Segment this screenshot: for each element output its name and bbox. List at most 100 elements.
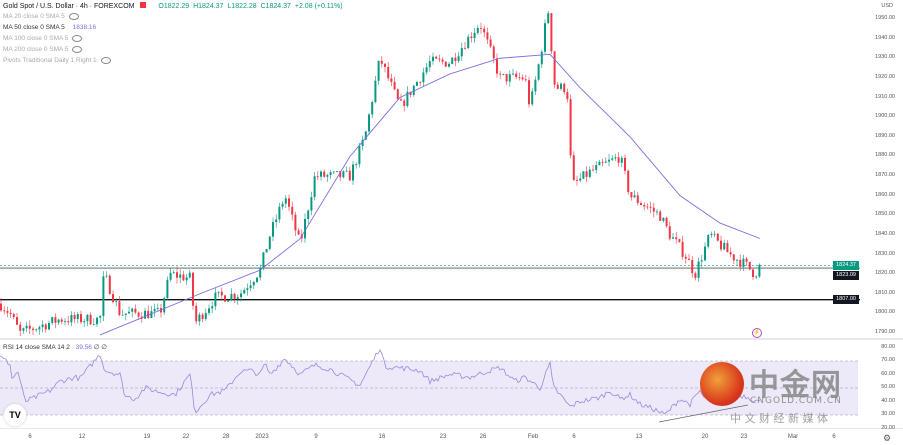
eye-hidden-icon[interactable] [68, 13, 79, 20]
rsi-line [0, 349, 761, 415]
candle-body [419, 81, 422, 83]
price-tick: 1840.00 [875, 230, 895, 237]
candle-body [611, 158, 614, 160]
candle-body [374, 80, 377, 103]
candle-body [585, 171, 588, 177]
indicator-ma200[interactable]: MA 200 close 0 SMA 5 [3, 46, 83, 53]
candle-body [387, 66, 390, 79]
candle-body [377, 60, 380, 81]
candle-body [688, 258, 690, 260]
candle-body [540, 51, 543, 65]
currency-selector[interactable]: USD [881, 3, 893, 9]
candle-body [121, 314, 124, 316]
candle-body [243, 290, 246, 294]
date-tick: 6 [28, 434, 32, 440]
candle-body [627, 170, 630, 193]
rsi-tick: 70.00 [881, 357, 895, 363]
candle-body [185, 277, 188, 281]
candle-body [496, 58, 498, 74]
ohlc-change: +2.08 (+0.11%) [294, 3, 343, 10]
candle-body [0, 303, 2, 311]
lightning-event-icon[interactable]: ⚡ [752, 328, 762, 338]
candle-body [678, 239, 681, 242]
indicator-ma50[interactable]: MA 50 close 0 SMA 5 1838.16 [3, 24, 96, 31]
candle-body [76, 314, 79, 320]
time-axis-border [0, 428, 903, 429]
candle-body [44, 324, 47, 330]
candle-body [579, 178, 582, 181]
candle-body [22, 328, 25, 331]
date-tick: 2023 [255, 434, 269, 440]
rsi-tick: 50.00 [881, 384, 895, 390]
candle-body [521, 77, 524, 80]
candle-body [342, 171, 345, 178]
market-flag-icon [140, 2, 147, 8]
candle-body [259, 267, 262, 278]
rsi-legend[interactable]: RSI 14 close SMA 14 2 39.56 ∅ ∅ [3, 343, 107, 351]
candle-body [640, 203, 642, 205]
candle-body [694, 273, 697, 278]
candle-body [256, 277, 258, 282]
candle-body [726, 242, 729, 253]
candle-body [288, 198, 290, 207]
candle-body [6, 311, 9, 313]
candle-body [422, 72, 425, 83]
price-tick: 1890.00 [875, 132, 895, 139]
candle-body [656, 211, 658, 213]
candle-body [28, 325, 31, 329]
symbol-title[interactable]: Gold Spot / U.S. Dollar · 4h · FOREXCOM [3, 3, 135, 10]
eye-hidden-icon[interactable] [72, 35, 83, 42]
candle-body [480, 27, 482, 29]
candle-body [412, 85, 415, 95]
eye-hidden-icon[interactable] [72, 46, 83, 53]
ma50-line [99, 53, 761, 336]
candle-body [262, 252, 265, 268]
watermark-logo-text: 中金网 [749, 368, 842, 403]
pane-separator[interactable] [0, 338, 903, 340]
candle-body [214, 292, 217, 307]
ohlc-close: C1824.37 [260, 3, 291, 10]
candle-body [339, 171, 342, 178]
candle-body [732, 254, 735, 261]
candle-body [758, 264, 761, 277]
last-price-tag: 1824.37 [833, 261, 859, 270]
candle-body [153, 308, 156, 312]
candle-body [336, 171, 338, 172]
candle-body [73, 314, 76, 320]
candle-body [80, 314, 82, 323]
candle-body [182, 274, 185, 281]
eye-hidden-icon[interactable] [100, 57, 111, 64]
candle-body [486, 32, 489, 40]
candle-body [41, 324, 44, 328]
rsi-tick: 40.00 [881, 397, 895, 404]
candle-body [409, 91, 412, 95]
candle-body [483, 28, 486, 33]
indicator-pivots[interactable]: Pivots Traditional Daily 1 Right 1 [3, 57, 111, 64]
candle-body [150, 311, 153, 318]
price-tick: 1950.00 [875, 15, 895, 21]
candle-body [646, 206, 649, 208]
tradingview-logo[interactable]: TV [4, 404, 26, 426]
candle-body [432, 56, 434, 62]
candle-body [64, 321, 66, 323]
indicator-ma100[interactable]: MA 100 close 0 SMA 5 [3, 35, 83, 42]
watermark-tagline: 中 文 财 经 新 媒 体 [730, 412, 828, 425]
candle-body [467, 36, 470, 49]
candle-body [556, 84, 559, 89]
candle-body [9, 312, 12, 315]
candle-body [48, 322, 50, 330]
candle-body [396, 89, 399, 100]
settings-gear-icon[interactable]: ⚙ [883, 433, 892, 443]
candle-body [451, 57, 454, 64]
candle-body [332, 171, 335, 173]
candle-body [192, 272, 194, 306]
candle-body [406, 91, 409, 106]
indicator-ma20[interactable]: MA 20 close 0 SMA 5 [3, 13, 79, 20]
candle-body [345, 170, 348, 172]
candle-body [147, 310, 150, 318]
date-tick: Mar [787, 434, 799, 440]
candle-body [211, 306, 214, 309]
candle-body [102, 276, 105, 316]
candle-body [649, 206, 652, 208]
